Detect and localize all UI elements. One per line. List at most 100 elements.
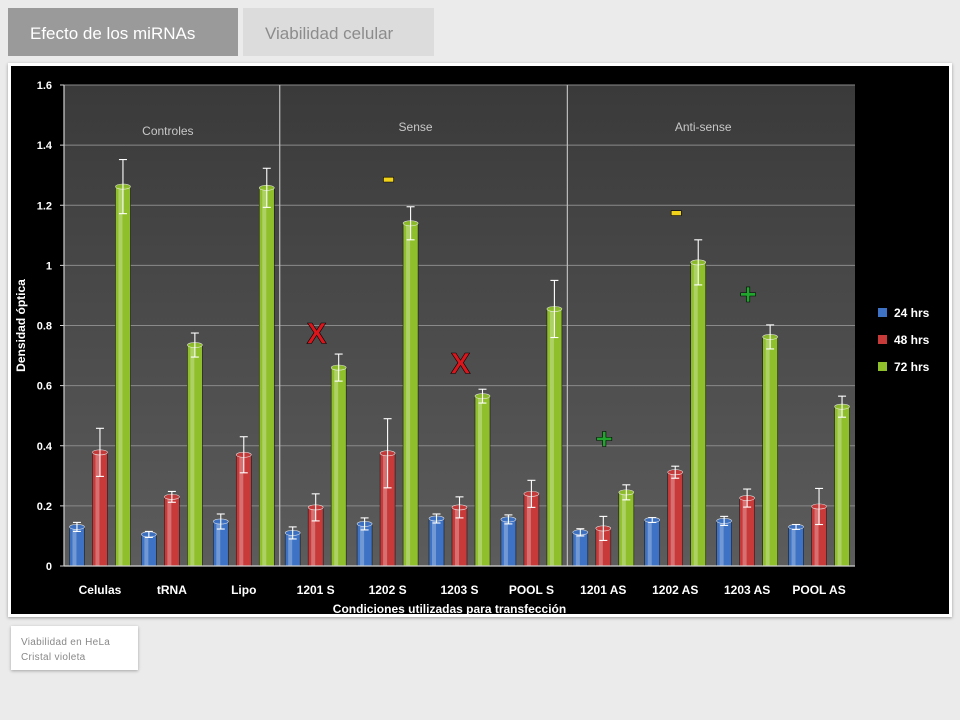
y-tick-label: 0.2 [37,501,52,513]
bar-72h [474,395,491,567]
bar-72h [618,492,635,567]
bar-highlight [765,338,770,566]
bar-highlight [383,455,388,566]
x-tick-label: POOL S [509,583,554,597]
bar-highlight [216,523,221,566]
tab-efecto-mirnas[interactable]: Efecto de los miRNAs [8,8,238,56]
bar-highlight [549,310,554,566]
bar-72h [187,344,203,567]
x-tick-label: Lipo [231,583,256,597]
bar-highlight [144,536,149,566]
bar-24h [69,526,85,567]
group-label: Anti-sense [675,120,732,134]
x-tick-label: Celulas [79,583,122,597]
legend-swatch-24h [878,308,887,317]
bar-highlight [647,522,652,566]
legend-label-48h: 48 hrs [894,333,930,347]
bar-highlight [239,456,244,566]
x-tick-label: POOL AS [792,583,845,597]
bar-highlight [167,498,172,566]
annotation-plus: + [739,278,757,311]
annotation-minus: - [670,188,683,232]
bar-highlight [262,189,267,566]
chart-frame: 0 0.2 0.4 0.6 0.8 1 1.2 1.4 1.6 Controles Sense Ant… [8,63,952,617]
legend-label-72h: 72 hrs [894,360,930,374]
bar-highlight [670,474,675,566]
bar-72h [258,187,275,567]
annotation-x: X [450,348,470,381]
bar-highlight [95,454,100,566]
caption-line-2: Cristal violeta [21,652,86,663]
bar-24h [500,519,517,567]
bar-highlight [432,520,436,566]
group-label: Sense [399,120,433,134]
annotation-plus: + [596,423,614,456]
bar-72h [762,336,778,567]
bar-24h [141,534,157,567]
bar-48h [739,497,755,567]
x-tick-label: 1201 S [297,583,335,597]
y-tick-label: 0.4 [37,441,53,453]
y-tick-label: 0.8 [37,321,52,333]
bar-24h [572,532,589,567]
bar-72h [115,186,131,567]
bar-24h [788,526,804,567]
bar-highlight [406,225,411,566]
y-tick-label: 0 [46,561,52,573]
bar-highlight [598,530,603,566]
bar-highlight [837,408,842,566]
y-axis-title: Densidad óptica [14,279,28,372]
bar-highlight [693,264,698,566]
bar-72h [330,367,347,567]
y-tick-label: 1.6 [37,80,52,92]
bar-highlight [575,534,580,566]
x-tick-label: 1202 S [369,583,407,597]
bar-highlight [814,508,819,566]
bar-highlight [719,522,724,566]
annotation-minus: - [382,155,395,199]
bar-highlight [455,509,459,566]
bar-highlight [288,534,293,566]
bar-24h [644,519,661,567]
bar-72h [690,262,707,567]
bar-highlight [190,347,195,566]
bar-chart: 0 0.2 0.4 0.6 0.8 1 1.2 1.4 1.6 Controles Sense Ant… [14,80,930,616]
bar-highlight [72,528,77,566]
group-label: Controles [142,124,193,138]
bar-72h [402,222,419,567]
bar-highlight [503,521,508,566]
bar-highlight [526,495,531,566]
bar-24h [716,520,732,567]
bar-72h [546,308,563,567]
annotation-x: X [307,318,327,351]
x-tick-label: 1203 S [440,583,478,597]
bar-24h [428,518,445,567]
legend-label-24h: 24 hrs [894,306,930,320]
x-tick-label: 1202 AS [652,583,698,597]
legend-swatch-48h [878,335,887,344]
chart-area: 0 0.2 0.4 0.6 0.8 1 1.2 1.4 1.6 Controles Sense Ant… [11,66,949,616]
y-tick-label: 1.2 [37,200,52,212]
bar-48h [667,471,684,567]
legend-swatch-72h [878,362,887,371]
x-tick-label: 1203 AS [724,583,770,597]
bar-highlight [311,509,316,566]
x-tick-label: 1201 AS [580,583,626,597]
tab-viabilidad-celular[interactable]: Viabilidad celular [243,8,434,56]
x-tick-label: tRNA [157,583,187,597]
x-axis-title: Condiciones utilizadas para transfección [333,602,566,614]
bar-highlight [742,500,747,566]
bar-highlight [118,188,123,566]
y-tick-label: 1.4 [37,140,53,152]
bar-highlight [791,528,796,566]
bar-highlight [478,398,482,566]
caption-line-1: Viabilidad en HeLa [21,637,111,648]
y-tick-label: 1 [46,260,52,272]
bar-highlight [360,525,365,566]
y-tick-label: 0.6 [37,381,52,393]
chart-caption: Viabilidad en HeLa Cristal violeta [11,626,138,670]
bar-48h [164,496,180,567]
bar-72h [834,406,850,567]
bar-highlight [621,494,626,566]
bar-highlight [334,369,339,566]
